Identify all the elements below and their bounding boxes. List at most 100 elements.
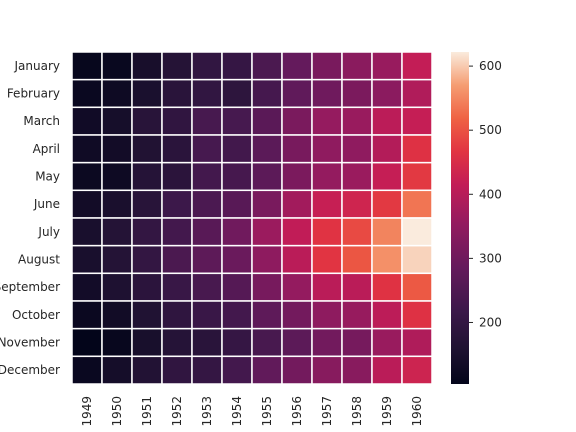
heatmap-cell — [371, 272, 403, 302]
heatmap-cell — [281, 189, 313, 219]
heatmap-cell — [71, 51, 103, 81]
heatmap-cell — [251, 134, 283, 164]
colorbar-gradient — [451, 52, 469, 384]
colorbar-tick-label: 600 — [479, 59, 502, 73]
heatmap-cell — [101, 78, 133, 109]
heatmap-cell — [71, 161, 103, 192]
heatmap-cell — [251, 327, 283, 358]
heatmap-cell — [371, 300, 403, 330]
heatmap-cell — [221, 189, 253, 219]
heatmap-cell — [281, 217, 313, 247]
heatmap-cell — [191, 78, 223, 109]
heatmap-cell — [71, 78, 103, 109]
heatmap-cell — [71, 300, 103, 330]
heatmap-cell — [221, 244, 253, 275]
heatmap-cell — [101, 355, 133, 385]
heatmap-cell — [131, 217, 163, 247]
heatmap-cell — [71, 327, 103, 358]
heatmap-cell — [161, 272, 193, 302]
heatmap-cell — [161, 217, 193, 247]
heatmap-cell — [71, 217, 103, 247]
heatmap-cell — [401, 217, 433, 247]
heatmap-cell — [131, 78, 163, 109]
y-tick-label: October — [12, 308, 60, 322]
x-tick-label: 1950 — [110, 396, 124, 427]
heatmap-cell — [161, 300, 193, 330]
y-tick-label: September — [0, 280, 60, 294]
heatmap-cell — [341, 217, 373, 247]
heatmap-cell — [191, 355, 223, 385]
heatmap-cell — [191, 244, 223, 275]
heatmap-cell — [131, 244, 163, 275]
heatmap-cell — [311, 327, 343, 358]
heatmap-cell — [311, 189, 343, 219]
heatmap-cells — [71, 51, 433, 385]
heatmap-cell — [311, 300, 343, 330]
heatmap-cell — [101, 161, 133, 192]
y-tick-label: April — [33, 142, 60, 156]
x-tick-label: 1960 — [410, 396, 424, 427]
heatmap-cell — [191, 217, 223, 247]
heatmap-cell — [191, 161, 223, 192]
heatmap-cell — [401, 134, 433, 164]
heatmap-cell — [371, 78, 403, 109]
heatmap-cell — [71, 189, 103, 219]
heatmap-cell — [281, 327, 313, 358]
heatmap-cell — [281, 244, 313, 275]
heatmap-cell — [281, 134, 313, 164]
x-tick-label: 1958 — [350, 396, 364, 427]
heatmap-cell — [101, 300, 133, 330]
y-tick-labels: January February March April May June July Augu… — [0, 59, 60, 377]
heatmap-cell — [371, 51, 403, 81]
y-tick-label: February — [7, 87, 60, 101]
heatmap-cell — [71, 355, 103, 385]
colorbar-tick-label: 200 — [479, 315, 502, 329]
heatmap-cell — [401, 327, 433, 358]
heatmap-cell — [371, 355, 403, 385]
heatmap-cell — [251, 217, 283, 247]
heatmap-cell — [131, 300, 163, 330]
heatmap-cell — [101, 189, 133, 219]
heatmap-cell — [401, 244, 433, 275]
heatmap-cell — [341, 244, 373, 275]
heatmap-cell — [341, 51, 373, 81]
heatmap-cell — [191, 272, 223, 302]
heatmap-cell — [101, 327, 133, 358]
heatmap-cell — [161, 355, 193, 385]
heatmap-cell — [131, 327, 163, 358]
heatmap-cell — [281, 355, 313, 385]
colorbar-tick-label: 300 — [479, 251, 502, 265]
heatmap-cell — [71, 134, 103, 164]
heatmap-cell — [281, 106, 313, 136]
heatmap-cell — [131, 134, 163, 164]
y-tick-label: June — [33, 197, 60, 211]
heatmap-cell — [371, 106, 403, 136]
colorbar: 200 300 400 500 600 — [451, 52, 502, 384]
heatmap-cell — [131, 106, 163, 136]
heatmap-cell — [161, 161, 193, 192]
heatmap-cell — [131, 189, 163, 219]
heatmap-cell — [191, 106, 223, 136]
x-tick-label: 1954 — [230, 396, 244, 427]
heatmap-cell — [281, 78, 313, 109]
heatmap-cell — [251, 161, 283, 192]
heatmap-cell — [401, 161, 433, 192]
heatmap-cell — [101, 106, 133, 136]
heatmap-cell — [401, 355, 433, 385]
heatmap-cell — [161, 134, 193, 164]
heatmap-cell — [221, 134, 253, 164]
x-tick-label: 1957 — [320, 396, 334, 427]
heatmap-cell — [131, 272, 163, 302]
heatmap-cell — [371, 189, 403, 219]
heatmap-cell — [221, 217, 253, 247]
y-tick-label: July — [37, 225, 60, 239]
heatmap-cell — [161, 78, 193, 109]
heatmap-cell — [281, 272, 313, 302]
heatmap-cell — [371, 161, 403, 192]
heatmap-cell — [161, 327, 193, 358]
heatmap-cell — [341, 355, 373, 385]
x-tick-label: 1955 — [260, 396, 274, 427]
heatmap-cell — [101, 217, 133, 247]
heatmap-cell — [311, 78, 343, 109]
heatmap-cell — [221, 78, 253, 109]
